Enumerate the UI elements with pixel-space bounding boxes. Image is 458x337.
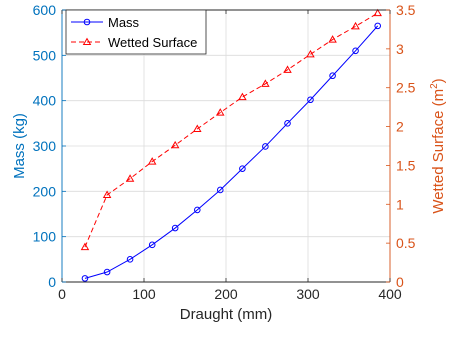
y-left-tick-label: 100	[33, 229, 57, 245]
y-left-tick-label: 200	[33, 183, 57, 199]
y-left-tick-label: 400	[33, 93, 57, 109]
x-tick-label: 0	[58, 286, 66, 302]
series-line-wetted-surface	[84, 12, 378, 248]
y-axis-right-label-superscript: 2	[429, 83, 440, 89]
data-point-wetted-surface	[80, 242, 90, 251]
legend-entry-mass: Mass	[108, 15, 140, 30]
y-right-tick-label: 3	[396, 41, 404, 57]
y-right-tick-label: 3.5	[396, 2, 416, 18]
legend: Mass Wetted Surface	[65, 9, 207, 55]
data-point-wetted-surface	[261, 79, 270, 87]
x-tick-label: 400	[378, 286, 402, 302]
data-point-wetted-surface	[328, 35, 337, 43]
legend-marker-shape	[82, 37, 92, 46]
data-point-wetted-surface	[373, 8, 382, 17]
x-tick-label: 100	[132, 286, 156, 302]
grid	[61, 9, 391, 283]
data-point-mass	[374, 22, 382, 30]
data-point-mass	[216, 186, 224, 194]
x-tick-label: 300	[296, 286, 320, 302]
legend-marker-shape	[83, 18, 91, 26]
data-point-wetted-surface	[125, 174, 135, 182]
y-axis-right-label: Wetted Surface (m2)	[429, 78, 447, 213]
legend-marker-mass	[83, 18, 91, 26]
legend-marker-wetted-surface	[82, 37, 92, 46]
data-point-mass	[103, 268, 111, 276]
y-axis-left-label: Mass (kg)	[11, 113, 28, 179]
y-left-tick-label: 600	[33, 2, 57, 18]
data-point-mass	[239, 165, 246, 172]
y-axis-right-label-end: )	[430, 78, 447, 83]
series-layer	[80, 8, 382, 282]
data-point-wetted-surface	[147, 157, 157, 165]
y-right-tick-label: 0.5	[396, 235, 416, 251]
data-point-mass	[284, 120, 291, 127]
y-axis-right-label-main: Wetted Surface (m	[430, 89, 447, 214]
y-right-tick-label: 1	[396, 196, 404, 212]
y-left-tick-label: 300	[33, 138, 57, 154]
y-right-tick-label: 1.5	[396, 157, 416, 173]
series-line-mass	[84, 25, 379, 279]
data-point-mass	[171, 224, 179, 232]
y-right-tick-label: 2	[396, 119, 404, 135]
data-point-mass	[329, 72, 336, 80]
data-point-mass	[307, 96, 314, 104]
x-axis-label: Draught (mm)	[180, 306, 273, 323]
legend-box	[65, 9, 207, 55]
y-right-tick-label: 0	[396, 274, 404, 290]
data-point-mass	[262, 143, 269, 150]
data-point-mass	[148, 241, 156, 249]
y-left-tick-label: 0	[48, 274, 56, 290]
data-point-wetted-surface	[102, 190, 112, 199]
data-point-wetted-surface	[170, 140, 180, 149]
data-point-wetted-surface	[193, 124, 202, 132]
data-point-wetted-surface	[215, 108, 225, 116]
data-point-mass	[352, 47, 359, 55]
x-tick-label: 200	[214, 286, 238, 302]
data-point-wetted-surface	[238, 92, 247, 101]
y-left-tick-label: 500	[33, 47, 57, 63]
data-point-wetted-surface	[283, 65, 292, 73]
legend-entry-wetted-surface: Wetted Surface	[108, 35, 197, 50]
data-point-mass	[126, 256, 134, 263]
data-point-wetted-surface	[351, 21, 360, 30]
data-point-mass	[194, 206, 201, 214]
data-point-wetted-surface	[306, 49, 315, 58]
y-right-tick-label: 2.5	[396, 80, 416, 96]
data-point-mass	[81, 275, 89, 282]
